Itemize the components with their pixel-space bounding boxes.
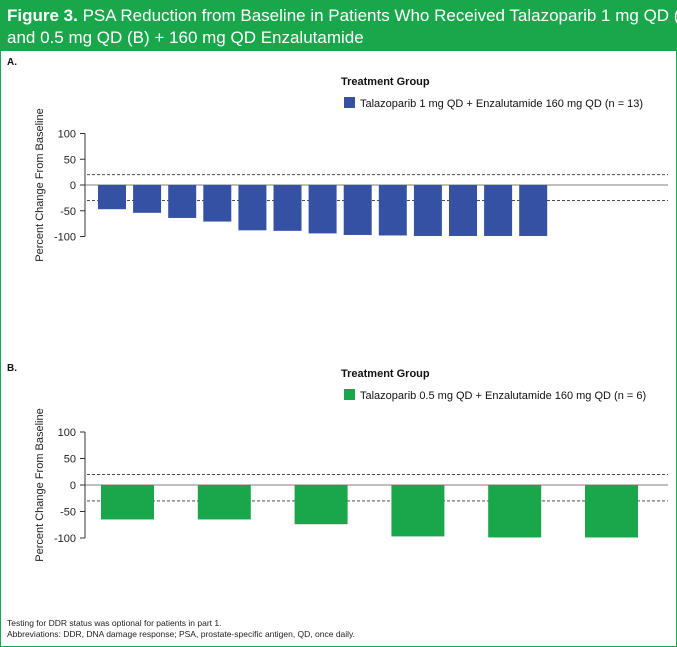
bar <box>378 185 407 236</box>
bar <box>488 485 542 538</box>
bar <box>585 485 638 538</box>
footer-line1: Testing for DDR status was optional for … <box>7 618 222 628</box>
y-tick-label: -50 <box>60 507 76 519</box>
legend-entry: Talazoparib 1 mg QD + Enzalutamide 160 m… <box>360 98 643 110</box>
figure-title-line1: PSA Reduction from Baseline in Patients … <box>82 6 677 25</box>
figure-title-line2: and 0.5 mg QD (B) + 160 mg QD Enzalutami… <box>7 28 364 47</box>
charts-area: A. 100 50 0 -50 -100 Percent Change From Basel… <box>7 57 668 562</box>
y-tick-label: 0 <box>70 180 76 192</box>
y-tick-label: 0 <box>70 480 76 492</box>
y-axis-label: Percent Change From Baseline <box>34 408 46 561</box>
bar <box>133 185 162 213</box>
legend-entry: Talazoparib 0.5 mg QD + Enzalutamide 160… <box>360 390 646 402</box>
bar <box>98 185 126 210</box>
y-tick-label: 50 <box>64 154 76 166</box>
y-axis-label: Percent Change From Baseline <box>34 108 46 261</box>
bar <box>519 185 548 236</box>
bar <box>391 485 445 537</box>
bar <box>168 185 197 218</box>
footer-line2: Abbreviations: DDR, DNA damage response;… <box>7 629 356 639</box>
legend-swatch <box>344 97 355 108</box>
y-tick-label: 100 <box>58 427 76 439</box>
bar <box>484 185 513 236</box>
bar <box>197 485 251 520</box>
legend-swatch <box>344 389 355 400</box>
bar <box>449 185 477 236</box>
figure-header: Figure 3. PSA Reduction from Baseline in… <box>1 1 677 51</box>
figure-label: Figure 3. <box>7 6 78 25</box>
y-tick-label: -50 <box>60 206 76 218</box>
footer-notes: Testing for DDR status was optional for … <box>7 618 355 640</box>
bar <box>203 185 232 222</box>
bar <box>343 185 372 235</box>
y-tick-label: 100 <box>58 129 76 141</box>
bar <box>308 185 337 234</box>
bar <box>413 185 442 236</box>
bar <box>294 485 348 525</box>
y-tick-label: -100 <box>54 232 76 244</box>
chart-panel-a: A. 100 50 0 -50 -100 Percent Change From Basel… <box>7 57 668 262</box>
y-tick-label: -100 <box>54 533 76 545</box>
chart-panel-b: B. 100 50 0 -50 -100 Percent Change From Basel… <box>7 363 668 562</box>
bar <box>101 485 154 520</box>
y-tick-label: 50 <box>64 454 76 466</box>
panel-label: A. <box>7 57 17 68</box>
legend-title: Treatment Group <box>341 368 430 380</box>
panel-label: B. <box>7 363 17 374</box>
legend-title: Treatment Group <box>341 76 430 88</box>
bar <box>238 185 267 231</box>
bar <box>273 185 302 231</box>
